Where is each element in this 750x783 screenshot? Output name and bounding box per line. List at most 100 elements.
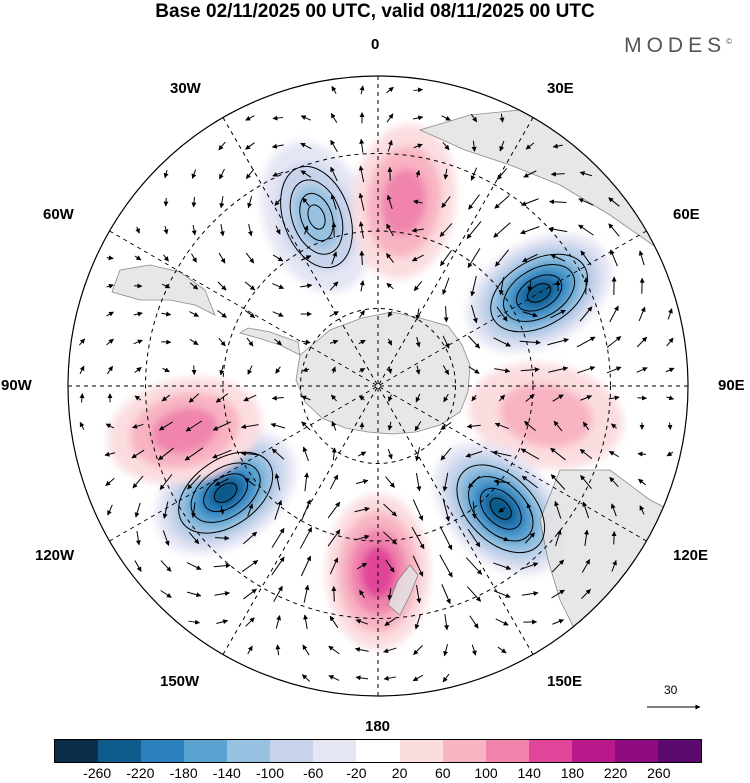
wind-vector-arrow	[358, 368, 366, 373]
wind-vector-arrow	[106, 283, 114, 289]
contour-lines	[178, 165, 588, 554]
wind-vector-arrow	[357, 451, 367, 457]
wind-vector-arrow	[639, 505, 645, 515]
wind-vector-arrow	[300, 555, 312, 577]
wind-vector-arrow	[413, 645, 423, 655]
wind-vector-arrow	[387, 588, 393, 601]
wind-vector-arrow	[467, 528, 481, 548]
wind-vector-arrow	[411, 227, 424, 233]
wind-vector-arrow	[383, 531, 397, 545]
colorbar-swatch	[571, 740, 615, 762]
wind-vector-arrow	[523, 170, 537, 178]
wind-vector-arrow	[498, 277, 505, 296]
wind-vector-arrow	[579, 448, 593, 460]
wind-vector-arrow	[465, 557, 483, 575]
wind-vector-arrow	[105, 477, 115, 487]
wind-vector-arrow	[218, 337, 226, 347]
wind-vector-arrow	[386, 194, 393, 210]
wind-vector-arrow	[274, 338, 282, 346]
wind-vector-arrow	[520, 367, 540, 373]
wind-vector-arrow	[520, 448, 540, 460]
wind-vector-arrow	[191, 169, 197, 179]
wind-vector-arrow	[443, 644, 449, 657]
wind-vector-arrow	[385, 253, 395, 263]
wind-vector-arrow	[608, 450, 619, 458]
wind-vector-arrow	[636, 367, 648, 373]
wind-vector-arrow	[580, 395, 593, 401]
wind-vector-arrow	[219, 168, 225, 180]
wind-vector-arrow	[415, 308, 421, 320]
wind-vector-arrow	[494, 422, 509, 430]
wind-vector-arrow	[159, 474, 173, 491]
wind-vector-arrow	[359, 395, 365, 401]
wind-vector-arrow	[524, 420, 536, 432]
wind-vector-arrow	[387, 338, 393, 346]
wind-vector-arrow	[550, 447, 566, 461]
wind-vector-arrow	[330, 166, 338, 182]
wind-vector-arrow	[413, 143, 423, 149]
wind-vector-arrow	[302, 644, 310, 656]
wind-vector-arrow	[330, 193, 337, 210]
wind-vector-arrow	[577, 366, 596, 374]
wind-vector-arrow	[439, 223, 453, 237]
wind-vector-arrow	[300, 283, 313, 289]
colorbar-tick-label: 220	[603, 765, 628, 781]
lon-label-90w: 90W	[1, 377, 32, 394]
wind-vector-arrow	[162, 367, 170, 373]
wind-vector-arrow	[331, 251, 338, 265]
wind-vector-arrow	[330, 112, 338, 123]
colorbar-tick-label: -260	[83, 765, 112, 781]
wind-vector-arrow	[275, 644, 281, 656]
lon-label-120e: 120E	[673, 547, 709, 564]
wind-vector-arrow	[271, 448, 285, 460]
wind-vector-arrow	[527, 280, 533, 292]
wind-vector-arrow	[442, 277, 450, 295]
wind-vector-arrow	[525, 142, 535, 150]
colorbar-tick-label: -140	[212, 765, 241, 781]
wind-vectors	[78, 85, 675, 683]
wind-vector-arrow	[468, 366, 480, 374]
wind-vector-arrow	[244, 281, 256, 291]
wind-vector-arrow	[497, 646, 507, 654]
wind-vector-arrow	[552, 619, 565, 625]
colorbar-tick-label: 60	[435, 765, 451, 781]
contour-line	[479, 487, 522, 530]
lon-label-0: 0	[371, 36, 380, 53]
colorbar-tick-label: -20	[346, 765, 367, 781]
map-title: Base 02/11/2025 00 UTC, valid 08/11/2025…	[155, 1, 595, 22]
wind-vector-arrow	[161, 339, 172, 345]
wind-vector-arrow	[606, 366, 622, 374]
wind-vector-arrow	[240, 451, 259, 457]
wind-vector-arrow	[272, 311, 284, 317]
wind-vector-arrow	[415, 169, 421, 178]
contour-line	[289, 179, 344, 255]
wind-vector-arrow	[133, 339, 143, 345]
wind-vector-arrow	[247, 196, 253, 209]
colorbar-swatch	[313, 740, 357, 762]
wind-vector-arrow	[525, 394, 535, 402]
wind-vector-arrow	[471, 394, 477, 402]
wind-vector-arrow	[495, 618, 509, 626]
wind-vector-arrow	[550, 309, 566, 319]
wind-vector-arrow	[355, 479, 369, 485]
wind-vector-arrow	[359, 85, 365, 95]
colorbar-tick-label: 180	[560, 765, 585, 781]
wind-vector-arrow	[359, 280, 365, 292]
colorbar-tick-label: -60	[303, 765, 324, 781]
contour-line	[307, 204, 326, 230]
wind-vector-arrow	[524, 532, 536, 544]
wind-vector-arrow	[329, 474, 339, 490]
wind-vector-arrow	[440, 421, 452, 431]
wind-vector-arrow	[492, 450, 512, 457]
wind-vector-arrow	[498, 507, 506, 513]
wind-vector-arrow	[163, 254, 169, 262]
wind-vector-arrow	[274, 198, 282, 206]
wind-vector-arrow	[386, 113, 394, 123]
contour-line	[280, 165, 353, 269]
wind-vector-arrow	[327, 501, 341, 519]
wind-vector-arrow	[331, 85, 337, 94]
wind-vector-arrow	[134, 502, 141, 518]
wind-vector-arrow	[300, 142, 312, 150]
wind-vector-arrow	[526, 502, 534, 517]
wind-vector-arrow	[442, 673, 450, 683]
